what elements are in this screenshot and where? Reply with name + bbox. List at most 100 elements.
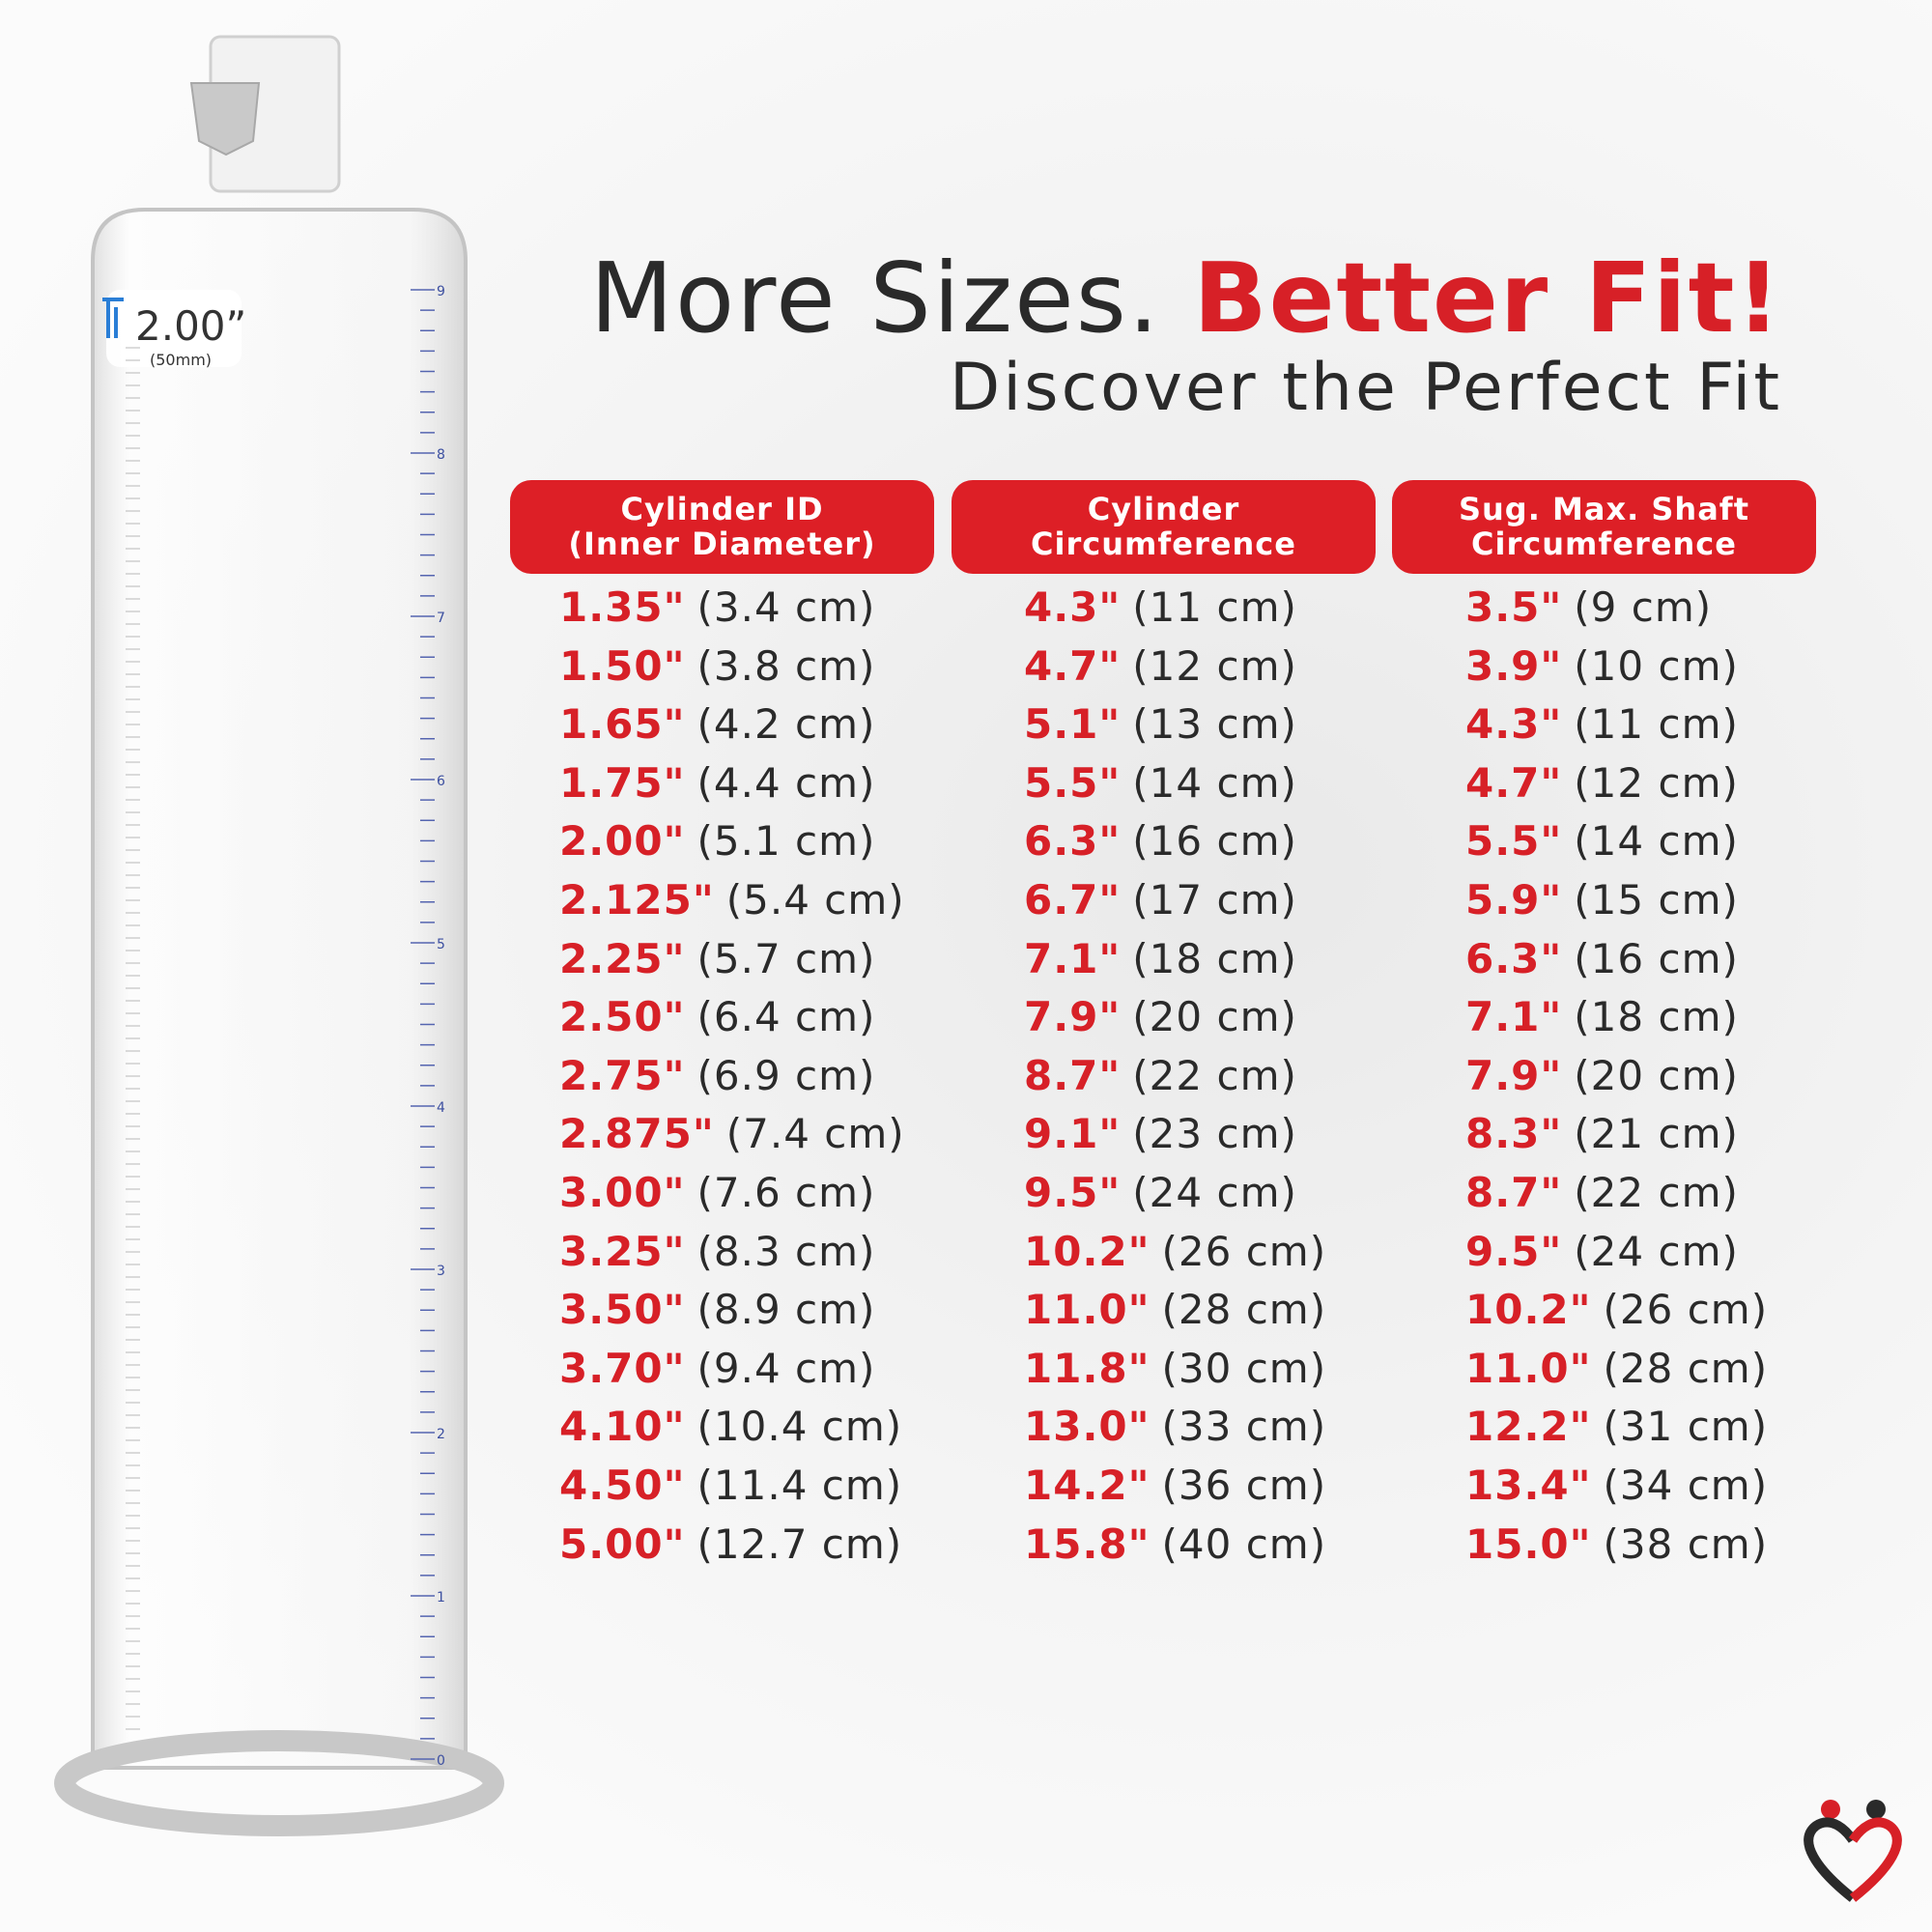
cylinder-label: 2.00”	[135, 302, 246, 350]
inch-value: 2.25"	[559, 934, 686, 982]
inch-value: 7.1"	[1024, 934, 1122, 982]
cm-value: (11 cm)	[1574, 700, 1739, 749]
inch-value: 2.125"	[559, 876, 715, 923]
inch-value: 5.00"	[559, 1520, 686, 1568]
header-line: Circumference	[1031, 526, 1296, 562]
inch-value: 10.2"	[1024, 1227, 1151, 1275]
cm-value: (10.4 cm)	[696, 1403, 903, 1451]
table-cell: 1.35" (3.4 cm)	[559, 583, 875, 631]
table-cell: 1.65" (4.2 cm)	[559, 700, 875, 748]
cylinder-sublabel: (50mm)	[150, 351, 212, 369]
inch-value: 4.10"	[559, 1403, 686, 1451]
table-cell: 11.0" (28 cm)	[1024, 1286, 1326, 1333]
table-cell: 2.75" (6.9 cm)	[559, 1052, 875, 1099]
table-cell: 2.875" (7.4 cm)	[559, 1110, 905, 1157]
cm-value: (7.4 cm)	[725, 1110, 905, 1158]
table-cell: 9.5" (24 cm)	[1465, 1228, 1739, 1275]
cm-value: (33 cm)	[1161, 1403, 1327, 1451]
ruler-number: 3	[437, 1264, 445, 1279]
inch-value: 15.0"	[1465, 1520, 1592, 1568]
table-cell: 14.2" (36 cm)	[1024, 1462, 1326, 1509]
table-cell: 3.5" (9 cm)	[1465, 583, 1712, 631]
header-line: Cylinder	[1087, 491, 1240, 527]
cm-value: (9 cm)	[1574, 583, 1713, 631]
inch-value: 9.5"	[1024, 1169, 1122, 1216]
inch-value: 8.3"	[1465, 1110, 1563, 1158]
inch-value: 1.50"	[559, 641, 686, 690]
table-cell: 12.2" (31 cm)	[1465, 1403, 1768, 1450]
cm-value: (40 cm)	[1161, 1520, 1327, 1568]
cm-value: (18 cm)	[1574, 993, 1739, 1041]
cm-value: (21 cm)	[1574, 1110, 1739, 1158]
table-cell: 1.50" (3.8 cm)	[559, 642, 875, 690]
table-cell: 3.70" (9.4 cm)	[559, 1345, 875, 1392]
cm-value: (28 cm)	[1161, 1286, 1327, 1334]
table-cell: 8.7" (22 cm)	[1024, 1052, 1297, 1099]
table-cell: 6.7" (17 cm)	[1024, 876, 1297, 923]
ruler-number: 6	[437, 774, 445, 789]
table-cell: 5.5" (14 cm)	[1024, 759, 1297, 807]
cm-value: (13 cm)	[1132, 700, 1297, 749]
inch-value: 6.7"	[1024, 876, 1122, 923]
inch-value: 1.65"	[559, 700, 686, 749]
cm-value: (22 cm)	[1574, 1169, 1739, 1216]
inch-value: 3.50"	[559, 1286, 686, 1334]
inch-value: 3.00"	[559, 1169, 686, 1216]
cm-value: (5.4 cm)	[725, 876, 905, 923]
subtitle: Discover the Perfect Fit	[949, 350, 1782, 426]
table-cell: 13.4" (34 cm)	[1465, 1462, 1768, 1509]
table-cell: 9.1" (23 cm)	[1024, 1110, 1297, 1157]
ruler-number: 0	[437, 1753, 445, 1769]
table-cell: 4.7" (12 cm)	[1465, 759, 1739, 807]
ruler-number: 9	[437, 284, 445, 299]
title-plain: More Sizes.	[589, 242, 1161, 355]
table-cell: 4.3" (11 cm)	[1465, 700, 1739, 748]
inch-value: 11.8"	[1024, 1344, 1151, 1392]
column-header: Cylinder ID (Inner Diameter)	[510, 480, 934, 574]
header-line: Circumference	[1471, 526, 1737, 562]
inch-value: 3.5"	[1465, 583, 1563, 631]
cm-value: (12.7 cm)	[696, 1520, 903, 1568]
table-cell: 6.3" (16 cm)	[1465, 935, 1739, 982]
cm-value: (5.7 cm)	[696, 934, 876, 982]
cm-value: (6.9 cm)	[696, 1051, 876, 1099]
ruler-number: 1	[437, 1590, 445, 1605]
table-cell: 7.1" (18 cm)	[1024, 935, 1297, 982]
clip	[189, 82, 261, 156]
ruler: 0 1 2 3 4 5 6 7 8 9	[126, 284, 445, 1769]
cylinder-body	[91, 208, 468, 1770]
ruler-number: 5	[437, 937, 445, 952]
inch-value: 12.2"	[1465, 1403, 1592, 1451]
ruler-number: 8	[437, 447, 445, 463]
inch-value: 7.9"	[1465, 1051, 1563, 1099]
inch-value: 2.75"	[559, 1051, 686, 1099]
cm-value: (3.4 cm)	[696, 583, 876, 631]
cm-value: (11.4 cm)	[696, 1462, 903, 1509]
cm-value: (12 cm)	[1132, 641, 1297, 690]
logo	[1804, 1800, 1902, 1902]
table-cell: 6.3" (16 cm)	[1024, 817, 1297, 865]
inch-value: 7.9"	[1024, 993, 1122, 1041]
table-cell: 5.1" (13 cm)	[1024, 700, 1297, 748]
inch-value: 6.3"	[1024, 817, 1122, 866]
cm-value: (14 cm)	[1132, 758, 1297, 807]
table-cell: 1.75" (4.4 cm)	[559, 759, 875, 807]
inch-value: 9.1"	[1024, 1110, 1122, 1158]
table-cell: 2.00" (5.1 cm)	[559, 817, 875, 865]
inch-value: 14.2"	[1024, 1462, 1151, 1509]
cm-value: (16 cm)	[1132, 817, 1297, 866]
table-cell: 10.2" (26 cm)	[1024, 1228, 1326, 1275]
table-cell: 5.5" (14 cm)	[1465, 817, 1739, 865]
inch-value: 8.7"	[1465, 1169, 1563, 1216]
table-cell: 8.3" (21 cm)	[1465, 1110, 1739, 1157]
inch-value: 2.00"	[559, 817, 686, 866]
inch-value: 4.50"	[559, 1462, 686, 1509]
header-line: Sug. Max. Shaft	[1458, 491, 1750, 527]
cm-value: (7.6 cm)	[696, 1169, 876, 1216]
cylinder-base	[54, 1730, 504, 1836]
table-cell: 11.0" (28 cm)	[1465, 1345, 1768, 1392]
table-cell: 11.8" (30 cm)	[1024, 1345, 1326, 1392]
cm-value: (5.1 cm)	[696, 817, 876, 866]
inch-value: 4.7"	[1024, 641, 1122, 690]
header-line: (Inner Diameter)	[568, 526, 876, 562]
